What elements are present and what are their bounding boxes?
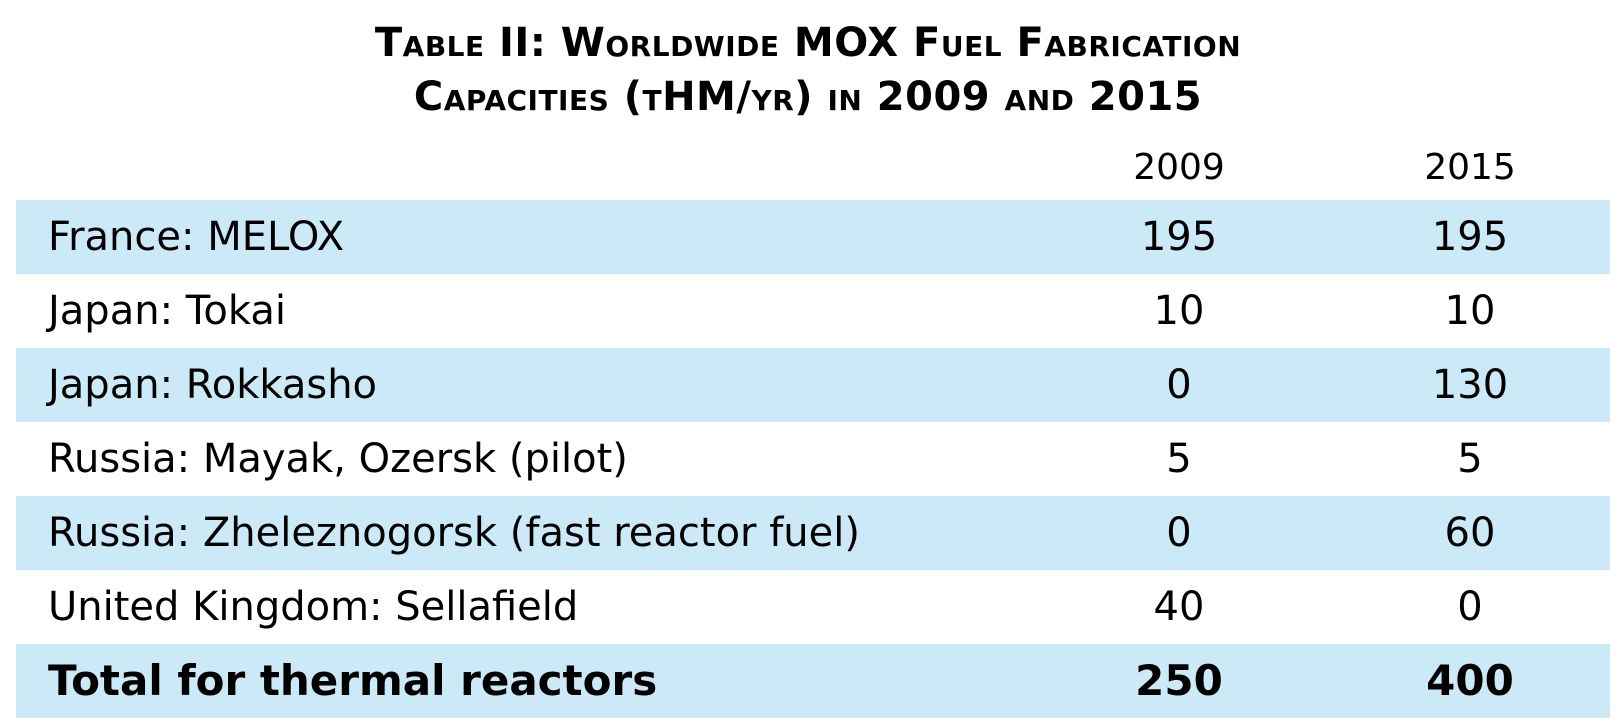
table-row: Russia: Zheleznogorsk (fast reactor fuel… — [16, 496, 1610, 570]
table-row: Japan: Rokkasho 0 130 — [16, 348, 1610, 422]
table-title: Table II: Worldwide MOX Fuel Fabrication… — [0, 16, 1616, 124]
column-header-2009: 2009 — [1133, 147, 1225, 188]
table-row: France: MELOX 195 195 — [16, 200, 1610, 274]
table-row: United Kingdom: Sellafield 40 0 — [16, 570, 1610, 644]
column-header-2015: 2015 — [1424, 147, 1516, 188]
cell-2015: 0 — [1457, 584, 1483, 630]
cell-2015: 130 — [1431, 362, 1509, 408]
cell-2009: 10 — [1153, 288, 1205, 334]
cell-2015: 195 — [1431, 214, 1509, 260]
cell-2015: 10 — [1444, 288, 1496, 334]
cell-2009: 40 — [1153, 584, 1205, 630]
total-2009: 250 — [1135, 656, 1223, 705]
table-title-line-2: Capacities (tHM/yr) in 2009 and 2015 — [413, 74, 1203, 120]
total-2015: 400 — [1426, 656, 1514, 705]
row-label: United Kingdom: Sellafield — [48, 584, 579, 630]
row-label: Japan: Rokkasho — [48, 362, 378, 408]
cell-2009: 0 — [1166, 510, 1192, 556]
table-row: Russia: Mayak, Ozersk (pilot) 5 5 — [16, 422, 1610, 496]
cell-2015: 5 — [1457, 436, 1483, 482]
capacity-table: France: MELOX 195 195 Japan: Tokai 10 10… — [16, 200, 1610, 718]
cell-2009: 195 — [1140, 214, 1218, 260]
total-label: Total for thermal reactors — [48, 656, 658, 705]
table-row: Japan: Tokai 10 10 — [16, 274, 1610, 348]
row-label: Japan: Tokai — [48, 288, 286, 334]
total-row: Total for thermal reactors 250 400 — [16, 644, 1610, 718]
table-header-row: 2009 2015 — [16, 140, 1610, 196]
row-label: France: MELOX — [48, 214, 345, 260]
cell-2009: 5 — [1166, 436, 1192, 482]
row-label: Russia: Mayak, Ozersk (pilot) — [48, 436, 628, 482]
table-title-line-1: Table II: Worldwide MOX Fuel Fabrication — [374, 20, 1242, 66]
cell-2015: 60 — [1444, 510, 1496, 556]
row-label: Russia: Zheleznogorsk (fast reactor fuel… — [48, 510, 860, 556]
cell-2009: 0 — [1166, 362, 1192, 408]
